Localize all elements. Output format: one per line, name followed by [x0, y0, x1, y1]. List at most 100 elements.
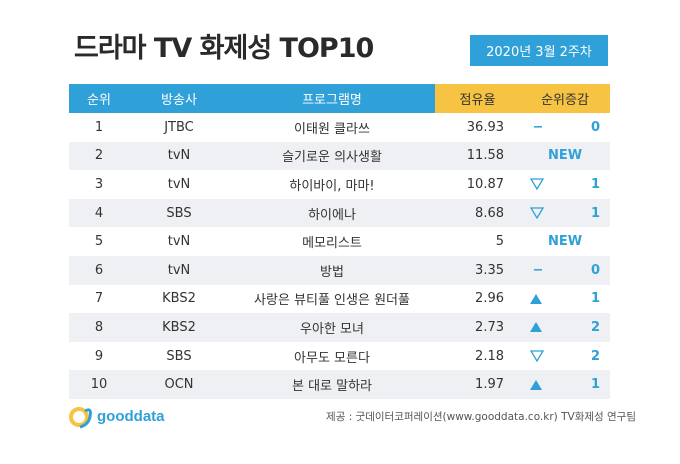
program-cell: 슬기로운 의사생활 [282, 150, 382, 166]
program-cell: 아무도 모른다 [294, 350, 370, 366]
rank-cell: 7 [94, 291, 104, 307]
share-cell: 1.97 [475, 377, 504, 393]
change-cell: NEW [520, 227, 610, 256]
broadcaster-cell: SBS [166, 205, 192, 221]
triangle-up-icon [530, 322, 542, 333]
broadcaster-cell: tvN [167, 148, 191, 164]
change-indicator: 1 [530, 291, 600, 306]
rank-cell: 6 [94, 262, 104, 278]
change-indicator: −0 [530, 120, 600, 135]
rank-cell: 10 [90, 377, 108, 393]
change-cell: 1 [520, 285, 610, 314]
date-badge: 2020년 3월 2주차 [470, 35, 608, 66]
source-credit: 제공 : 굿데이터코퍼레이션(www.gooddata.co.kr) TV화제성… [326, 411, 636, 423]
broadcaster-cell: KBS2 [162, 319, 196, 335]
header-change: 순위증감 [520, 84, 610, 113]
share-cell: 11.58 [466, 148, 504, 164]
change-cell: 1 [520, 199, 610, 228]
logo-text: gooddata [97, 407, 165, 425]
header-broadcaster: 방송사 [161, 93, 197, 108]
triangle-down-icon [530, 207, 544, 220]
table-row: 4 SBS 하이에나 8.68 1 [69, 198, 610, 228]
broadcaster-cell: KBS2 [162, 291, 196, 307]
change-cell: 1 [520, 170, 610, 199]
triangle-up-icon [530, 293, 542, 304]
triangle-down-icon [530, 350, 544, 363]
rank-cell: 1 [94, 119, 104, 135]
change-indicator: 1 [530, 206, 600, 221]
change-value: 1 [590, 176, 600, 192]
rank-cell: 9 [94, 348, 104, 364]
change-cell: 2 [520, 313, 610, 342]
table-row: 10 OCN 본 대로 말하라 1.97 1 [69, 370, 610, 399]
program-cell: 우아한 모녀 [300, 321, 364, 337]
change-value: 1 [590, 291, 600, 307]
change-indicator: 2 [530, 320, 600, 335]
share-cell: 2.73 [475, 319, 504, 335]
rank-cell: 5 [94, 234, 104, 250]
share-cell: 8.68 [475, 205, 504, 221]
change-cell: −0 [520, 113, 610, 142]
broadcaster-cell: tvN [167, 262, 191, 278]
new-badge: NEW [547, 148, 583, 164]
table-row: 6 tvN 방법 3.35−0 [69, 255, 610, 285]
program-cell: 하이에나 [308, 207, 356, 223]
share-cell: 3.35 [475, 262, 504, 278]
program-cell: 이태원 클라쓰 [294, 121, 370, 137]
change-cell: −0 [520, 256, 610, 285]
broadcaster-cell: tvN [167, 234, 191, 250]
change-cell: 1 [520, 370, 610, 399]
change-value: 1 [590, 377, 600, 393]
page-title: 드라마 TV 화제성 TOP10 [74, 33, 374, 64]
table-header: 순위 방송사 프로그램명 점유율 순위증감 [69, 84, 610, 113]
change-indicator: 1 [530, 177, 600, 192]
program-cell: 하이바이, 마마! [289, 178, 375, 194]
change-value: 1 [590, 205, 600, 221]
triangle-down-icon [530, 178, 544, 191]
change-indicator: 1 [530, 377, 600, 392]
change-cell: NEW [520, 142, 610, 171]
broadcaster-cell: JTBC [164, 119, 194, 135]
broadcaster-cell: OCN [164, 377, 194, 393]
table-row: 1 JTBC 이태원 클라쓰 36.93−0 [69, 113, 610, 142]
table-row: 5 tvN 메모리스트 5 NEW [69, 227, 610, 256]
header-program: 프로그램명 [302, 93, 362, 108]
dash-icon: − [532, 262, 544, 278]
change-indicator: 2 [530, 349, 600, 364]
header-rank: 순위 [87, 93, 111, 108]
header-share: 점유율 [435, 84, 520, 113]
table-row: 7 KBS2 사랑은 뷰티풀 인생은 원더풀 2.96 1 [69, 285, 610, 314]
rank-cell: 8 [94, 319, 104, 335]
program-cell: 메모리스트 [302, 236, 362, 252]
change-value: 2 [590, 348, 600, 364]
change-value: 2 [590, 319, 600, 335]
broadcaster-cell: SBS [166, 348, 192, 364]
broadcaster-cell: tvN [167, 176, 191, 192]
change-value: 0 [590, 262, 600, 278]
triangle-up-icon [530, 379, 542, 390]
dash-icon: − [532, 119, 544, 135]
program-cell: 방법 [320, 264, 344, 280]
new-badge: NEW [547, 234, 583, 250]
share-cell: 2.96 [475, 291, 504, 307]
rank-cell: 3 [94, 176, 104, 192]
table-row: 3 tvN 하이바이, 마마! 10.87 1 [69, 170, 610, 199]
gooddata-logo-icon [69, 407, 92, 429]
share-cell: 10.87 [466, 176, 504, 192]
ranking-table: 순위 방송사 프로그램명 점유율 순위증감 1 JTBC 이태원 클라쓰 36.93 −… [69, 84, 610, 399]
rank-cell: 4 [94, 205, 104, 221]
share-cell: 2.18 [475, 348, 504, 364]
table-body: 1 JTBC 이태원 클라쓰 36.93−0 2 tvN 슬기로운 의사생활 11.58 NEW… [69, 113, 610, 399]
change-value: 0 [590, 119, 600, 135]
program-cell: 본 대로 말하라 [291, 379, 373, 395]
rank-cell: 2 [94, 148, 104, 164]
share-cell: 5 [495, 234, 504, 250]
change-cell: 2 [520, 342, 610, 371]
gooddata-logo: gooddata [68, 403, 165, 429]
program-cell: 사랑은 뷰티풀 인생은 원더풀 [254, 293, 410, 309]
table-row: 8 KBS2 우아한 모녀 2.73 2 [69, 313, 610, 342]
table-row: 9 SBS 아무도 모른다 2.18 2 [69, 342, 610, 371]
table-row: 2 tvN 슬기로운 의사생활 11.58 NEW [69, 141, 610, 171]
change-indicator: −0 [530, 263, 600, 278]
share-cell: 36.93 [466, 119, 504, 135]
